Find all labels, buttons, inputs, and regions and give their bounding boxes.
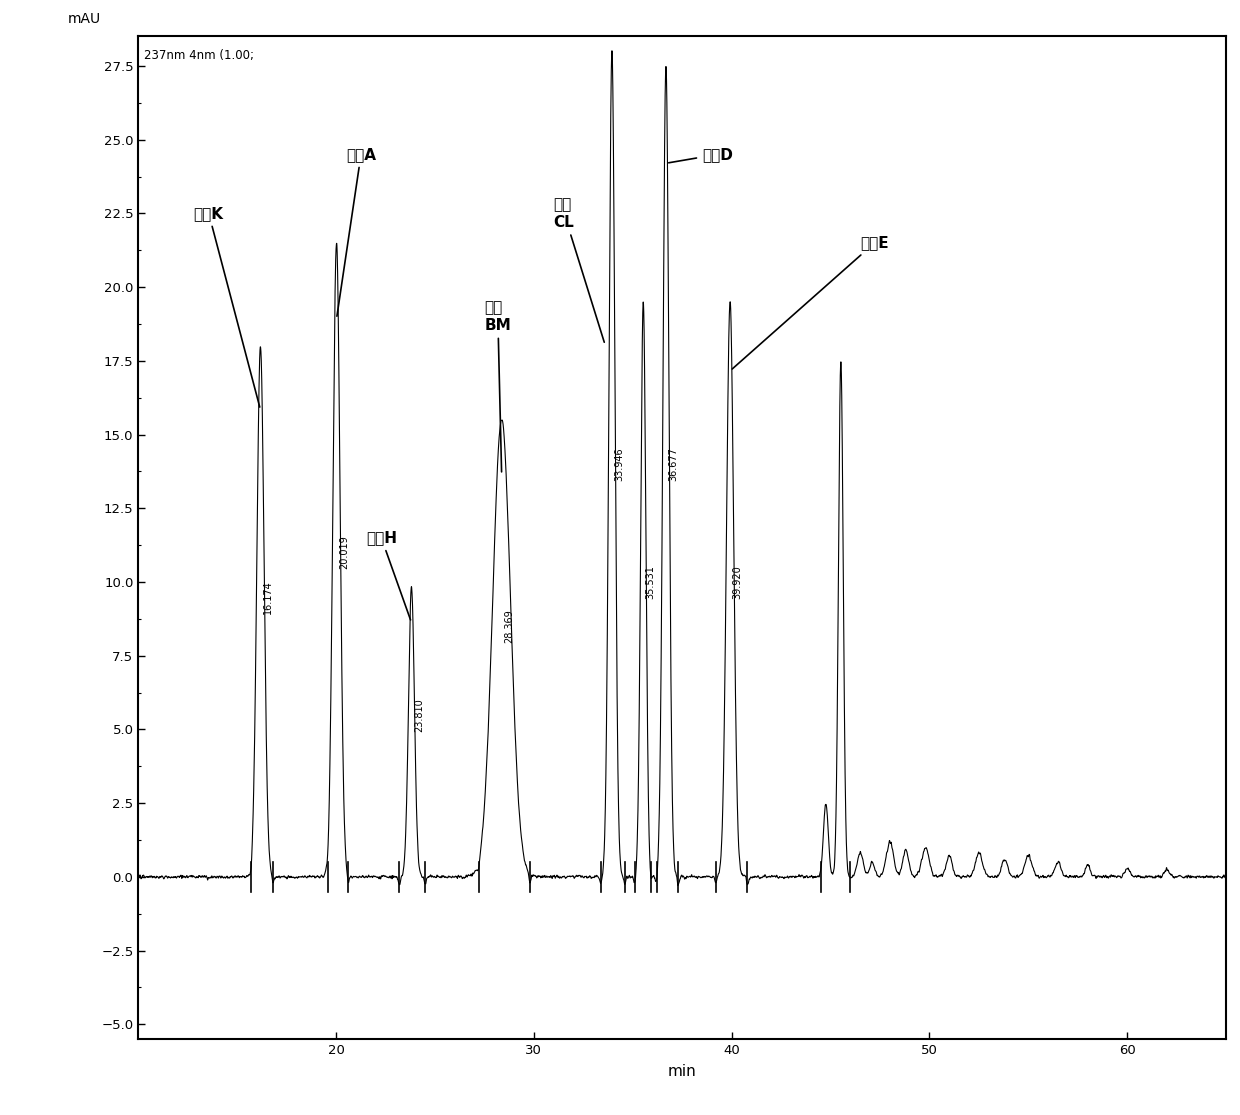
- Text: 237nm 4nm (1.00;: 237nm 4nm (1.00;: [144, 49, 254, 61]
- Text: 33.946: 33.946: [614, 447, 624, 481]
- Text: 杂质K: 杂质K: [193, 206, 259, 407]
- X-axis label: min: min: [668, 1064, 697, 1079]
- Text: mAU: mAU: [68, 12, 100, 27]
- Text: 杂质
BM: 杂质 BM: [485, 300, 511, 472]
- Text: 杂质E: 杂质E: [732, 235, 889, 369]
- Text: 23.810: 23.810: [414, 698, 424, 731]
- Text: 35.531: 35.531: [646, 565, 656, 599]
- Text: 20.019: 20.019: [339, 535, 348, 570]
- Text: 28.369: 28.369: [503, 609, 515, 643]
- Text: 36.677: 36.677: [668, 447, 678, 481]
- Text: 杂质D: 杂质D: [668, 147, 733, 163]
- Text: 39.920: 39.920: [733, 565, 743, 599]
- Text: 杂质H: 杂质H: [366, 531, 410, 620]
- Text: 16.174: 16.174: [263, 580, 273, 613]
- Text: 杂质A: 杂质A: [337, 147, 376, 317]
- Text: 杂质
CL: 杂质 CL: [554, 197, 604, 342]
